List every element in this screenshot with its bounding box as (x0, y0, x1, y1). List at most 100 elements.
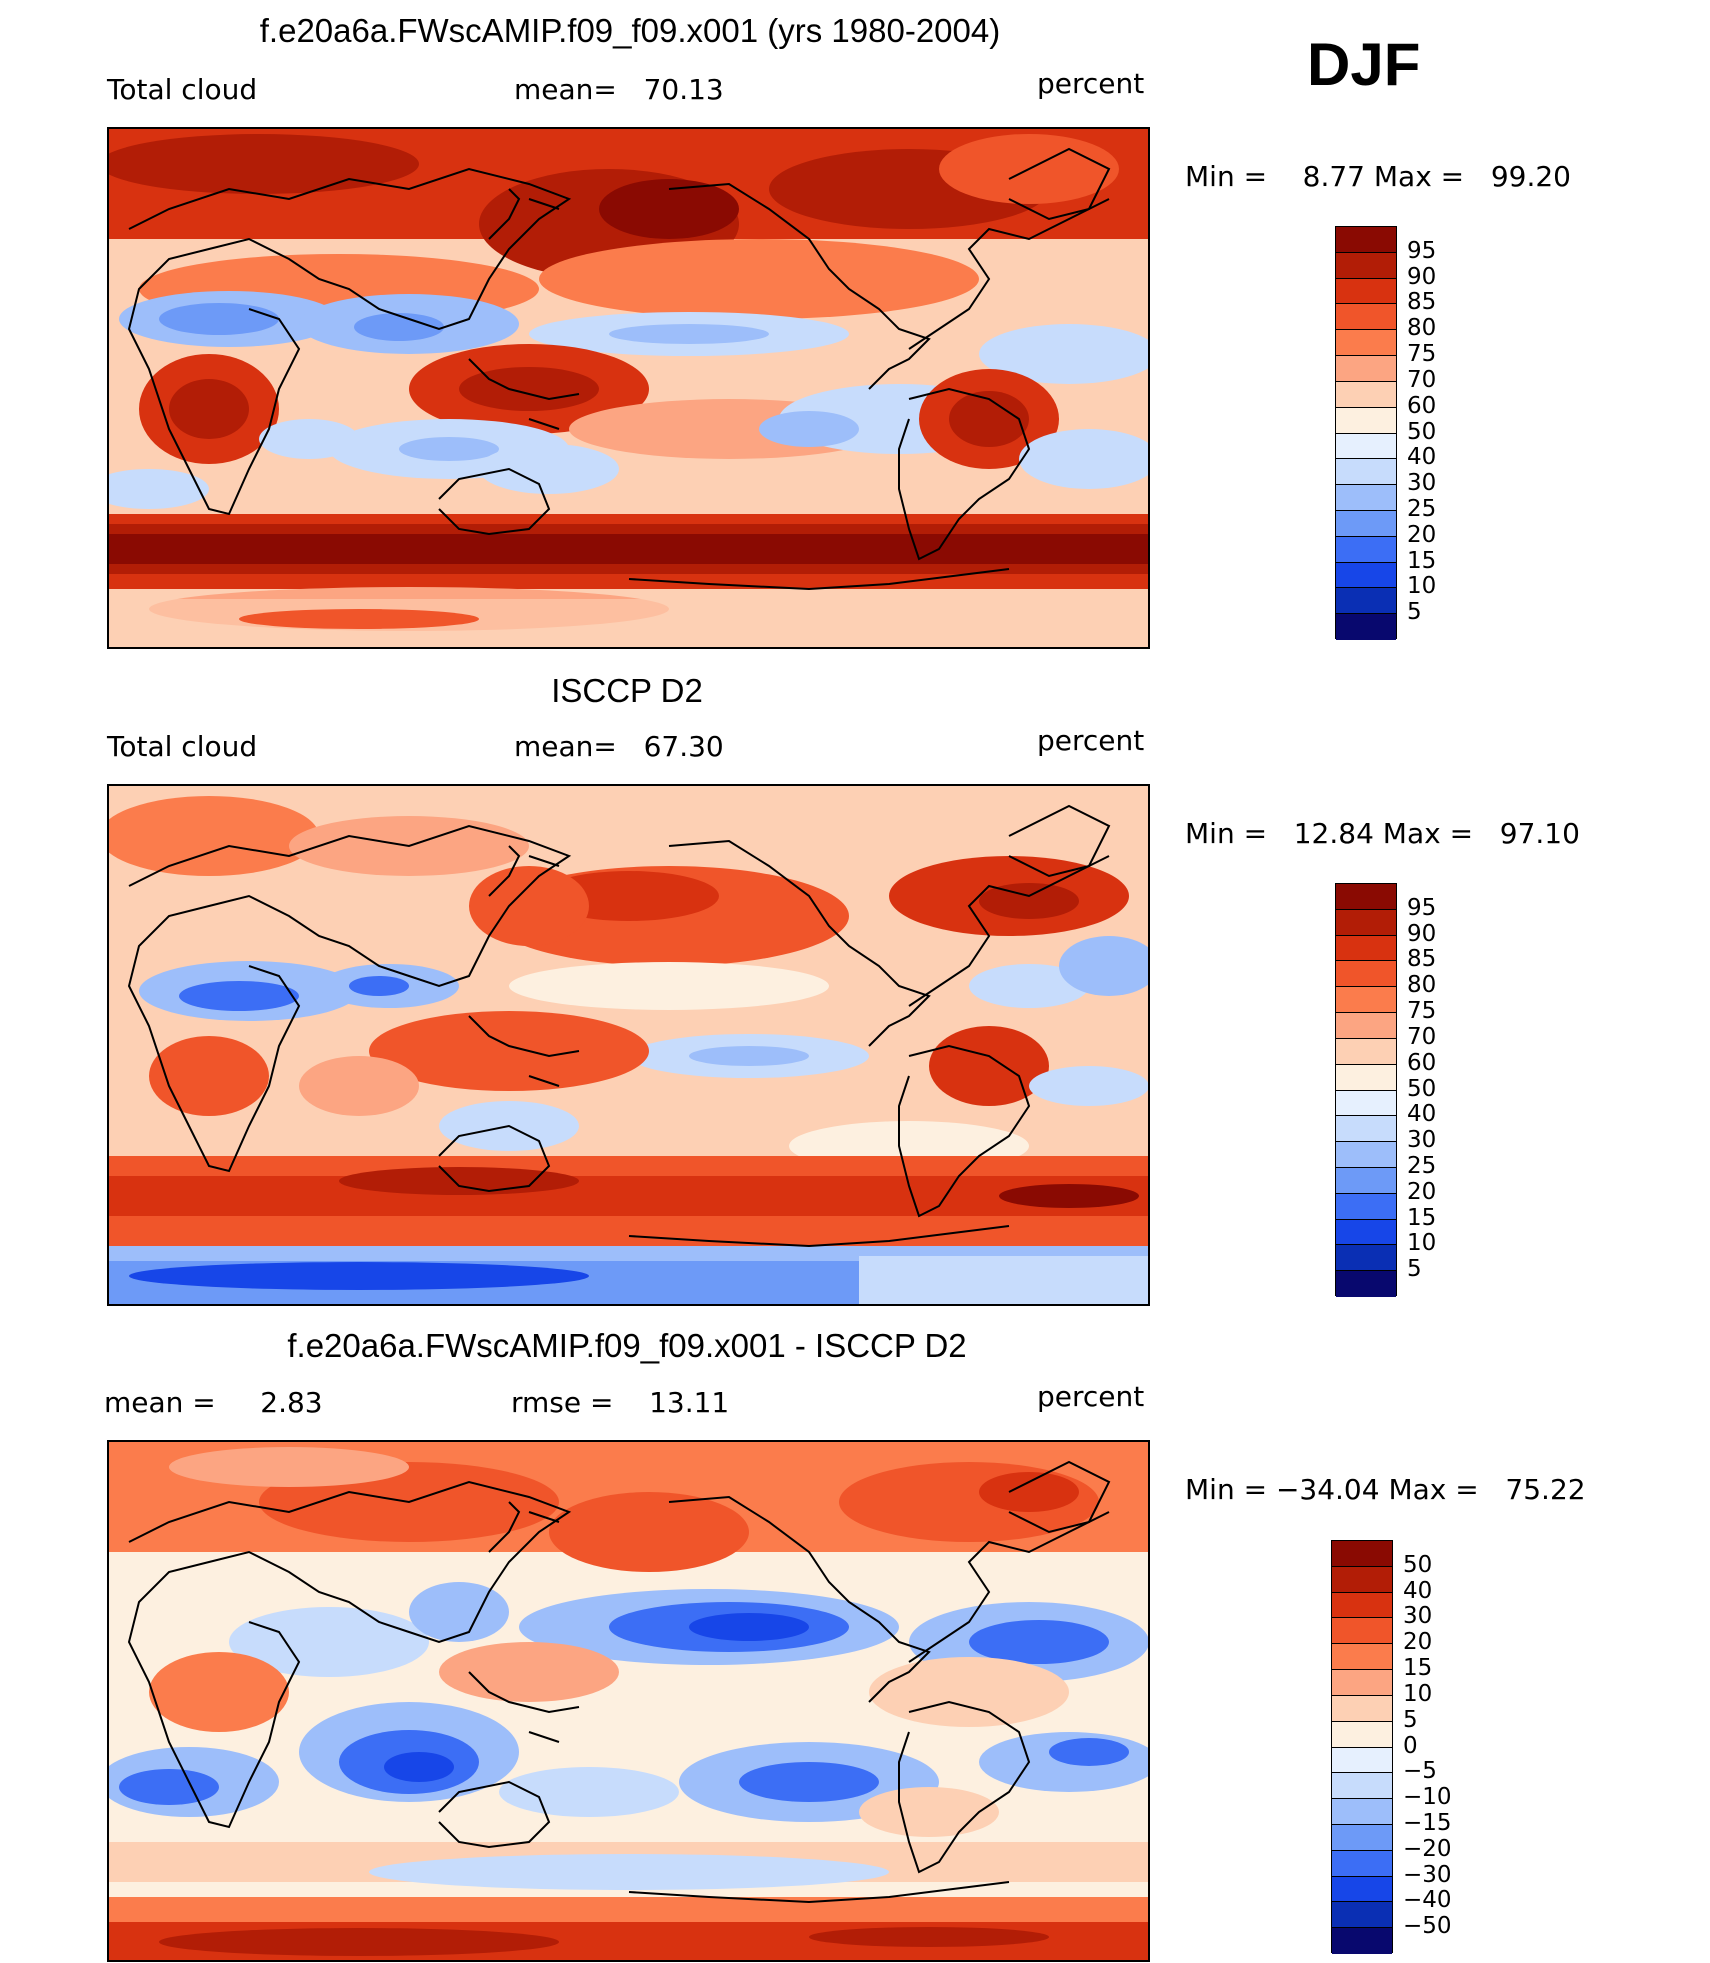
colorbar-swatch (1332, 1902, 1392, 1929)
colorbar-swatch (1332, 1670, 1392, 1696)
colorbar-swatch (1336, 536, 1396, 563)
colorbar-swatch (1332, 1928, 1392, 1954)
panel-1-mean-label: mean= 70.13 (514, 73, 724, 106)
colorbar-swatch (1336, 459, 1396, 486)
panel-1-title: f.e20a6a.FWscAMIP.f09_f09.x001 (yrs 1980… (259, 12, 1001, 49)
colorbar-swatch (1336, 1090, 1396, 1117)
colorbar-swatch (1336, 252, 1396, 279)
panel-2-units: percent (1037, 724, 1145, 757)
colorbar-swatch (1336, 1013, 1396, 1039)
colorbar-swatch (1336, 1064, 1396, 1091)
colorbar-swatch (1336, 1167, 1396, 1194)
colorbar-swatch (1332, 1824, 1392, 1851)
colorbar-swatch (1336, 1271, 1396, 1297)
colorbar-tick-label: 40 (1403, 1577, 1433, 1604)
colorbar-swatch (1336, 588, 1396, 615)
panel-2-variable-label: Total cloud (107, 730, 258, 763)
panel-3-units: percent (1037, 1380, 1145, 1413)
colorbar-tick-label: 60 (1407, 392, 1437, 419)
colorbar-swatch (1336, 1219, 1396, 1246)
colorbar-tick-label: 5 (1403, 1706, 1418, 1733)
colorbar-swatch (1336, 562, 1396, 589)
colorbar-tick-label: 25 (1407, 495, 1437, 522)
colorbar-tick-label: 80 (1407, 972, 1437, 999)
colorbar-tick-label: −10 (1403, 1784, 1452, 1811)
panel-1-minmax: Min = 8.77 Max = 99.20 (1185, 160, 1571, 193)
colorbar-tick-label: −5 (1403, 1758, 1437, 1785)
colorbar-tick-label: 15 (1407, 1204, 1437, 1231)
colorbar-tick-label: 30 (1407, 1127, 1437, 1154)
colorbar-swatch (1336, 1245, 1396, 1272)
colorbar-tick-label: 20 (1407, 521, 1437, 548)
colorbar-tick-label: 90 (1407, 920, 1437, 947)
colorbar-tick-label: 40 (1407, 444, 1437, 471)
colorbar-tick-label: 5 (1407, 1256, 1422, 1283)
colorbar-swatch (1332, 1721, 1392, 1748)
panel-2-map (107, 784, 1150, 1306)
colorbar-swatch (1332, 1695, 1392, 1722)
colorbar-tick-label: 60 (1407, 1049, 1437, 1076)
colorbar-tick-label: 85 (1407, 946, 1437, 973)
panel-2-minmax: Min = 12.84 Max = 97.10 (1185, 817, 1580, 850)
colorbar-tick-label: 75 (1407, 998, 1437, 1025)
panel-1-map (107, 127, 1150, 649)
colorbar-tick-label: 85 (1407, 289, 1437, 316)
colorbar-tick-label: 70 (1407, 1023, 1437, 1050)
panel-2-map-field (109, 786, 1148, 1304)
colorbar-tick-label: 15 (1407, 547, 1437, 574)
colorbar-swatch (1332, 1644, 1392, 1671)
colorbar-tick-label: 75 (1407, 341, 1437, 368)
colorbar-tick-label: 15 (1403, 1655, 1433, 1682)
colorbar-swatch (1336, 961, 1396, 988)
colorbar-tick-label: 5 (1407, 599, 1422, 626)
colorbar-swatch (1336, 909, 1396, 936)
colorbar-swatch (1336, 356, 1396, 382)
colorbar-swatch (1332, 1566, 1392, 1593)
colorbar-swatch (1336, 1116, 1396, 1143)
panel-3-minmax: Min = −34.04 Max = 75.22 (1185, 1473, 1586, 1506)
panel-2-mean-label: mean= 67.30 (514, 730, 724, 763)
colorbar-tick-label: 50 (1407, 418, 1437, 445)
colorbar-swatch (1332, 1618, 1392, 1645)
colorbar-swatch (1336, 510, 1396, 537)
colorbar-tick-label: 50 (1407, 1075, 1437, 1102)
panel-3-colorbar (1331, 1540, 1393, 1954)
panel-3-rmse-label: rmse = 13.11 (511, 1386, 730, 1419)
colorbar-swatch (1336, 407, 1396, 434)
colorbar-swatch (1336, 227, 1396, 253)
colorbar-tick-label: 80 (1407, 315, 1437, 342)
panel-3-title: f.e20a6a.FWscAMIP.f09_f09.x001 - ISCCP D… (287, 1327, 967, 1364)
colorbar-tick-label: 20 (1407, 1178, 1437, 1205)
colorbar-swatch (1336, 884, 1396, 910)
colorbar-tick-label: −15 (1403, 1809, 1452, 1836)
colorbar-tick-label: 30 (1407, 470, 1437, 497)
panel-2-title: ISCCP D2 (551, 672, 703, 709)
colorbar-swatch (1336, 304, 1396, 331)
colorbar-tick-label: 40 (1407, 1101, 1437, 1128)
colorbar-swatch (1336, 278, 1396, 305)
colorbar-tick-label: 10 (1407, 573, 1437, 600)
panel-3-mean-label: mean = 2.83 (104, 1386, 323, 1419)
colorbar-tick-label: 25 (1407, 1152, 1437, 1179)
colorbar-tick-label: 0 (1403, 1732, 1418, 1759)
colorbar-swatch (1336, 330, 1396, 357)
colorbar-swatch (1332, 1747, 1392, 1774)
colorbar-swatch (1332, 1799, 1392, 1825)
colorbar-tick-label: 95 (1407, 237, 1437, 264)
colorbar-swatch (1336, 1193, 1396, 1220)
panel-3-map-field (109, 1442, 1148, 1960)
colorbar-tick-label: 30 (1403, 1603, 1433, 1630)
colorbar-tick-label: −50 (1403, 1913, 1452, 1940)
panel-1-variable-label: Total cloud (107, 73, 258, 106)
colorbar-swatch (1332, 1850, 1392, 1877)
colorbar-swatch (1332, 1876, 1392, 1903)
colorbar-swatch (1332, 1773, 1392, 1800)
panel-2-colorbar (1335, 883, 1397, 1297)
panel-1-colorbar (1335, 226, 1397, 640)
colorbar-swatch (1336, 381, 1396, 408)
colorbar-swatch (1336, 935, 1396, 962)
colorbar-swatch (1336, 1142, 1396, 1168)
colorbar-tick-label: −40 (1403, 1887, 1452, 1914)
colorbar-tick-label: 70 (1407, 366, 1437, 393)
colorbar-tick-label: −30 (1403, 1861, 1452, 1888)
